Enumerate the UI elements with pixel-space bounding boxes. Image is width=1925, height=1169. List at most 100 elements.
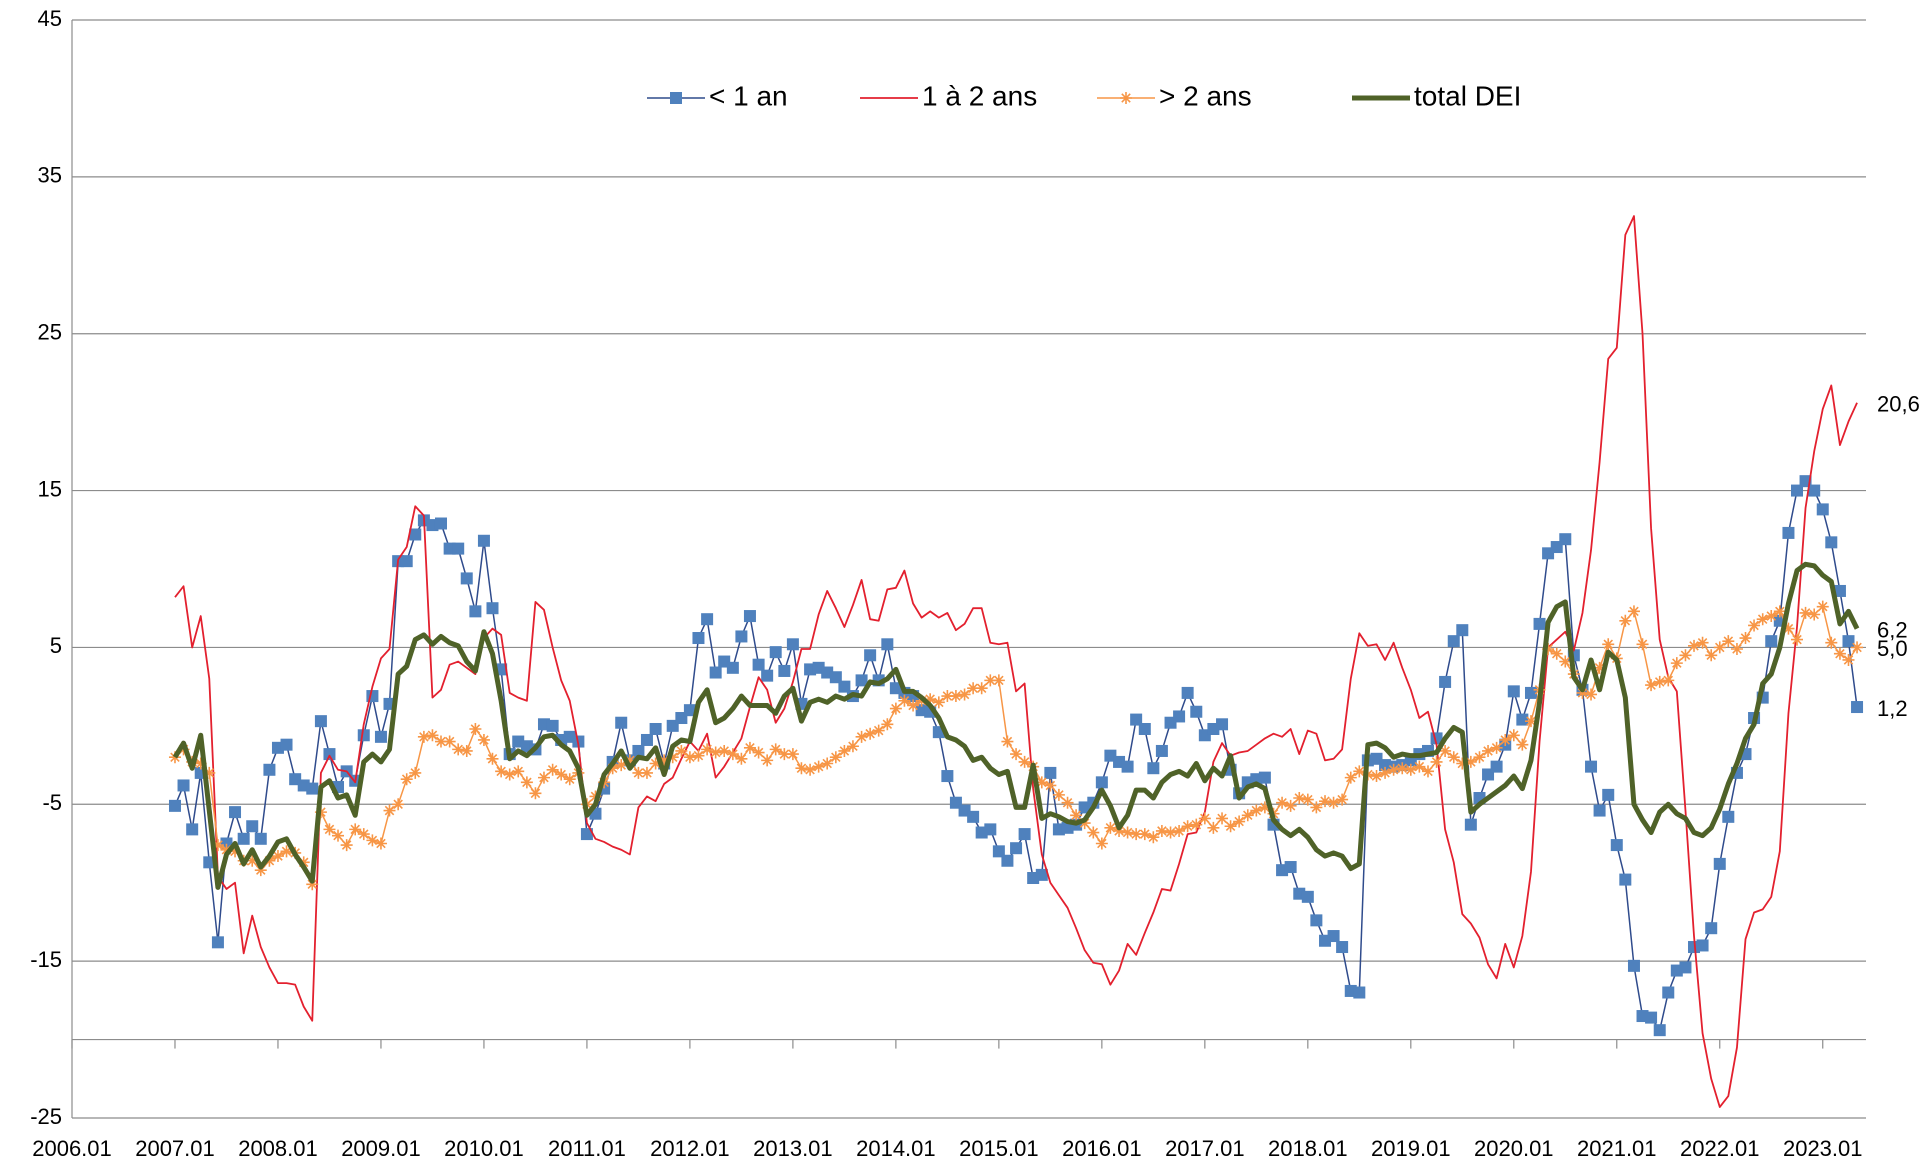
- point: [477, 534, 490, 547]
- point: [735, 630, 748, 643]
- point: [469, 605, 482, 618]
- point: [1765, 610, 1778, 623]
- point: [752, 658, 765, 671]
- point: [941, 770, 954, 783]
- point: [1113, 824, 1126, 837]
- point: [752, 746, 765, 759]
- x-tick-label: 2010.01: [444, 1136, 524, 1161]
- point: [1198, 812, 1211, 825]
- point: [1336, 941, 1349, 954]
- point: [177, 779, 190, 792]
- point: [417, 730, 430, 743]
- point: [546, 719, 559, 732]
- point: [1602, 638, 1615, 651]
- point: [1559, 533, 1572, 546]
- point: [1713, 857, 1726, 870]
- y-tick-label: 15: [38, 476, 62, 501]
- point: [1670, 657, 1683, 670]
- point: [1833, 584, 1846, 597]
- point: [340, 839, 353, 852]
- point: [675, 744, 688, 757]
- point: [1696, 939, 1709, 952]
- x-tick-label: 2020.01: [1474, 1136, 1554, 1161]
- point: [1524, 715, 1537, 728]
- y-tick-label: -25: [30, 1104, 62, 1129]
- point: [967, 810, 980, 823]
- point: [1233, 815, 1246, 828]
- point: [1207, 821, 1220, 834]
- point: [984, 674, 997, 687]
- point: [666, 751, 679, 764]
- point: [1816, 600, 1829, 613]
- point: [1662, 986, 1675, 999]
- point: [615, 759, 628, 772]
- point: [1627, 605, 1640, 618]
- point: [1293, 792, 1306, 805]
- point: [1688, 639, 1701, 652]
- point: [1258, 801, 1271, 814]
- point: [1087, 826, 1100, 839]
- point: [1542, 642, 1555, 655]
- point: [1490, 760, 1503, 773]
- point: [1825, 636, 1838, 649]
- point: [1353, 986, 1366, 999]
- point: [460, 572, 473, 585]
- point: [701, 743, 714, 756]
- point: [1147, 831, 1160, 844]
- point: [297, 856, 310, 869]
- point: [683, 751, 696, 764]
- point: [1473, 751, 1486, 764]
- point: [1645, 679, 1658, 692]
- point: [452, 542, 465, 555]
- point: [400, 555, 413, 568]
- point: [1130, 713, 1143, 726]
- point: [546, 763, 559, 776]
- point: [1258, 771, 1271, 784]
- point: [821, 757, 834, 770]
- point: [1319, 795, 1332, 808]
- point: [357, 828, 370, 841]
- point: [1104, 821, 1117, 834]
- point: [1018, 755, 1031, 768]
- point: [1224, 820, 1237, 833]
- point: [1507, 729, 1520, 742]
- x-tick-label: 2011.01: [548, 1136, 626, 1161]
- point: [1610, 839, 1623, 852]
- point: [1842, 635, 1855, 648]
- point: [1044, 766, 1057, 779]
- point: [1456, 624, 1469, 637]
- point: [486, 602, 499, 615]
- point: [1181, 686, 1194, 699]
- point: [211, 936, 224, 949]
- point: [1550, 647, 1563, 660]
- point: [332, 829, 345, 842]
- point: [1422, 765, 1434, 778]
- point: [692, 632, 705, 645]
- point: [1353, 765, 1366, 778]
- point: [537, 771, 550, 784]
- point: [323, 823, 336, 836]
- point: [1722, 810, 1735, 823]
- point: [1447, 751, 1460, 764]
- point: [1404, 763, 1417, 776]
- point: [829, 671, 842, 684]
- point: [1585, 688, 1598, 701]
- point: [1799, 606, 1812, 619]
- point: [881, 638, 894, 651]
- point: [555, 768, 568, 781]
- point: [1524, 686, 1537, 699]
- point: [1490, 741, 1503, 754]
- point: [306, 782, 319, 795]
- point: [1773, 605, 1786, 618]
- point: [1662, 674, 1675, 687]
- point: [615, 716, 628, 729]
- point: [434, 517, 447, 530]
- point: [1095, 837, 1108, 850]
- point: [1121, 826, 1134, 839]
- point: [1190, 705, 1203, 718]
- point: [1216, 812, 1229, 825]
- point: [168, 751, 181, 764]
- point: [1730, 642, 1743, 655]
- point: [1216, 718, 1229, 731]
- point: [1576, 686, 1589, 699]
